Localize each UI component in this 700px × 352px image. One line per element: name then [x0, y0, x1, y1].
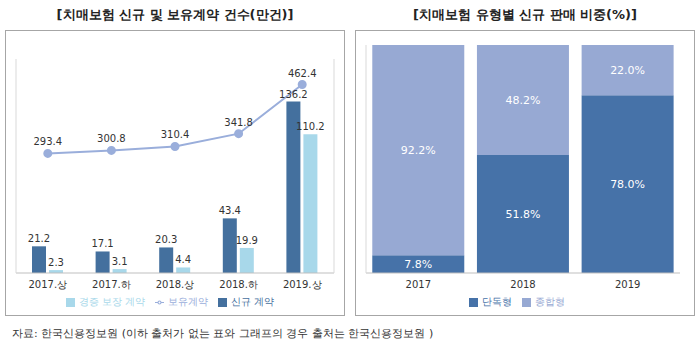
- svg-text:2018.상: 2018.상: [156, 279, 195, 290]
- svg-text:293.4: 293.4: [33, 136, 62, 147]
- svg-text:21.2: 21.2: [28, 233, 50, 244]
- svg-text:17.1: 17.1: [91, 238, 113, 249]
- svg-text:2017.하: 2017.하: [92, 279, 131, 290]
- html-text:단독형: 단독형: [482, 296, 512, 307]
- svg-text:78.0%: 78.0%: [610, 178, 645, 191]
- svg-text:2.3: 2.3: [48, 257, 64, 268]
- svg-text:2017: 2017: [406, 279, 431, 290]
- svg-text:7.8%: 7.8%: [404, 258, 432, 271]
- svg-text:2019: 2019: [615, 279, 640, 290]
- svg-text:310.4: 310.4: [161, 129, 190, 140]
- svg-text:2019.상: 2019.상: [283, 279, 322, 290]
- svg-text:2017.상: 2017.상: [28, 279, 67, 290]
- html-text:보유계약: 보유계약: [168, 296, 209, 307]
- svg-text:2018.하: 2018.하: [219, 279, 258, 290]
- html-text:경증 보장 계약: 경증 보장 계약: [78, 296, 146, 307]
- html-text:[치매보험 신규 및 보유계약 건수(만건)]: [치매보험 신규 및 보유계약 건수(만건)]: [56, 7, 294, 22]
- svg-text:136.2: 136.2: [279, 89, 308, 100]
- svg-text:110.2: 110.2: [296, 121, 325, 132]
- svg-text:3.1: 3.1: [112, 256, 128, 267]
- html-text:[치매보험 유형별 신규 판매 비중(%)]: [치매보험 유형별 신규 판매 비중(%)]: [413, 7, 637, 22]
- svg-text:2018: 2018: [510, 279, 535, 290]
- svg-text:92.2%: 92.2%: [401, 144, 436, 157]
- html-text:자료: 한국신용정보원 (이하 출처가 없는 표와 그래프의: 자료: 한국신용정보원 (이하 출처가 없는 표와 그래프의 경우 출처는 한국…: [12, 327, 434, 340]
- svg-text:341.8: 341.8: [224, 117, 253, 128]
- svg-text:48.2%: 48.2%: [505, 94, 540, 107]
- svg-text:462.4: 462.4: [288, 68, 317, 79]
- svg-text:22.0%: 22.0%: [610, 64, 645, 77]
- svg-text:4.4: 4.4: [175, 254, 191, 265]
- svg-text:300.8: 300.8: [97, 133, 126, 144]
- html-text:신규 계약: 신규 계약: [231, 296, 275, 307]
- svg-text:43.4: 43.4: [219, 205, 241, 216]
- html-text:종합형: 종합형: [535, 296, 565, 307]
- svg-text:51.8%: 51.8%: [505, 208, 540, 221]
- svg-text:20.3: 20.3: [155, 234, 177, 245]
- svg-text:19.9: 19.9: [236, 235, 258, 246]
